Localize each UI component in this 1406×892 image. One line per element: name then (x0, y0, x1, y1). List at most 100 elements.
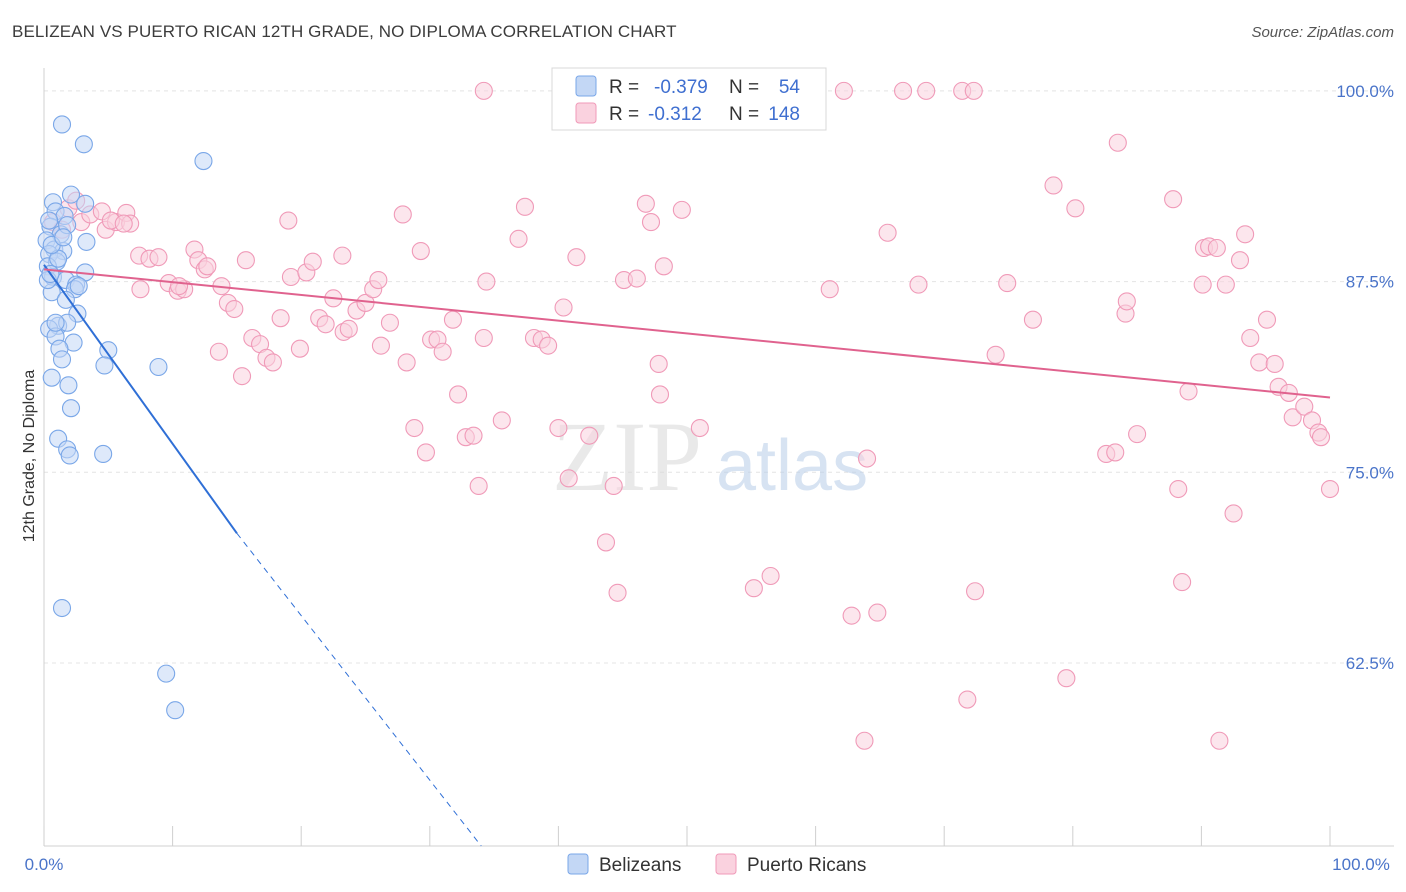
chart-title: BELIZEAN VS PUERTO RICAN 12TH GRADE, NO … (12, 22, 677, 41)
puerto-rican-point-105 (986, 345, 1005, 364)
puerto-rican-point-104 (966, 582, 985, 601)
puerto-rican-point-56 (411, 242, 430, 261)
puerto-rican-point-33 (236, 251, 255, 270)
puerto-rican-point-39 (281, 267, 300, 287)
x-axis-ticks (43, 826, 1331, 846)
bottom-legend-swatch-belizeans (567, 853, 589, 875)
trend-lines (43, 264, 1331, 847)
legend-swatch-puerto-ricans (575, 102, 597, 124)
puerto-rican-point-109 (1057, 669, 1076, 688)
bottom-legend-swatch-puerto-ricans (715, 853, 737, 875)
puerto-rican-trend-line (43, 268, 1331, 399)
puerto-rican-point-102 (909, 275, 928, 294)
puerto-rican-point-90 (690, 418, 709, 438)
puerto-rican-point-115 (1128, 425, 1147, 444)
series-legend: Belizeans Puerto Ricans (567, 853, 866, 876)
puerto-rican-point-76 (559, 469, 578, 488)
belizean-point-50 (69, 277, 88, 296)
puerto-rican-point-145 (114, 214, 133, 233)
puerto-rican-point-83 (627, 269, 646, 288)
y-tick-label-2: 75.0% (1346, 463, 1394, 482)
puerto-rican-point-37 (263, 353, 282, 372)
watermark-atlas: atlas (716, 426, 868, 506)
puerto-rican-point-143 (232, 367, 252, 386)
puerto-rican-point-95 (761, 566, 780, 586)
puerto-rican-point-124 (1210, 731, 1229, 750)
puerto-rican-point-66 (474, 328, 493, 348)
puerto-rican-point-38 (271, 309, 290, 328)
puerto-rican-point-7 (964, 81, 983, 100)
belizean-point-0 (52, 115, 72, 134)
belizean-point-34 (149, 357, 168, 377)
puerto-rican-point-98 (857, 449, 877, 468)
puerto-rican-point-107 (1023, 310, 1042, 329)
puerto-rican-point-23 (131, 280, 150, 299)
puerto-rican-point-61 (443, 310, 462, 329)
puerto-rican-point-8 (1108, 133, 1127, 152)
puerto-rican-point-47 (339, 319, 358, 338)
puerto-rican-point-60 (433, 342, 452, 361)
puerto-rican-point-52 (371, 336, 390, 355)
legend-r-label-1: R = (609, 77, 639, 98)
belizean-point-49 (46, 313, 65, 332)
puerto-rican-point-103 (958, 690, 977, 709)
puerto-rican-point-125 (1216, 275, 1235, 294)
y-tick-label-1: 87.5% (1346, 273, 1394, 292)
belizean-point-35 (42, 368, 61, 387)
puerto-rican-point-128 (1236, 225, 1255, 244)
puerto-rican-point-89 (672, 200, 691, 219)
puerto-rican-point-92 (333, 246, 352, 265)
series-belizeans (37, 115, 213, 720)
puerto-rican-point-79 (596, 533, 616, 552)
puerto-rican-point-127 (1230, 251, 1250, 270)
legend-n-label-1: N = (729, 77, 759, 98)
puerto-rican-point-132 (1265, 354, 1284, 373)
puerto-rican-point-55 (405, 418, 424, 438)
y-tick-label-0: 100.0% (1336, 82, 1394, 101)
puerto-rican-point-3 (834, 81, 853, 100)
puerto-rican-point-118 (1173, 573, 1192, 592)
puerto-rican-point-22 (149, 248, 168, 267)
belizean-point-33 (95, 356, 114, 375)
belizean-point-51 (40, 211, 59, 230)
puerto-rican-point-140 (1320, 479, 1340, 499)
puerto-rican-point-96 (820, 280, 839, 299)
belizean-point-23 (56, 290, 75, 309)
puerto-rican-point-131 (1257, 310, 1277, 329)
belizean-point-40 (60, 446, 79, 465)
watermark-zip: ZIP (552, 401, 702, 512)
puerto-rican-point-129 (1241, 328, 1260, 348)
legend-n-label-2: N = (729, 104, 759, 125)
puerto-rican-point-81 (608, 583, 627, 602)
belizean-point-1 (74, 135, 93, 154)
puerto-rican-point-116 (1164, 190, 1183, 209)
puerto-rican-point-136 (1295, 397, 1314, 416)
puerto-rican-point-80 (604, 476, 623, 496)
puerto-rican-point-97 (842, 606, 861, 625)
puerto-rican-point-84 (636, 194, 655, 213)
legend-swatch-belizeans (575, 75, 597, 97)
watermark: ZIP atlas (552, 401, 868, 512)
puerto-rican-point-123 (1207, 238, 1226, 258)
y-tick-labels: 100.0% 87.5% 75.0% 62.5% (1336, 82, 1394, 673)
puerto-rican-point-77 (567, 248, 586, 267)
belizean-point-32 (52, 350, 72, 369)
chart-source: Source: ZipAtlas.com (1251, 24, 1394, 41)
puerto-rican-point-42 (303, 252, 322, 271)
puerto-rican-point-120 (1193, 275, 1212, 294)
puerto-rican-point-106 (998, 274, 1017, 293)
belizean-trend-line (43, 264, 238, 534)
belizean-point-44 (166, 701, 185, 720)
puerto-rican-point-54 (397, 353, 416, 372)
puerto-rican-point-69 (509, 229, 528, 248)
puerto-rican-point-91 (393, 205, 412, 224)
belizean-point-36 (59, 376, 78, 395)
correlation-legend: R = -0.379 N = 54 R = -0.312 N = 148 (551, 67, 827, 131)
puerto-rican-point-110 (1066, 199, 1085, 218)
belizean-point-3 (61, 185, 81, 204)
puerto-rican-point-139 (1311, 428, 1331, 447)
belizean-point-10 (77, 232, 96, 251)
puerto-rican-point-142 (209, 342, 228, 361)
puerto-rican-point-44 (316, 315, 335, 334)
puerto-rican-point-126 (1224, 504, 1243, 523)
